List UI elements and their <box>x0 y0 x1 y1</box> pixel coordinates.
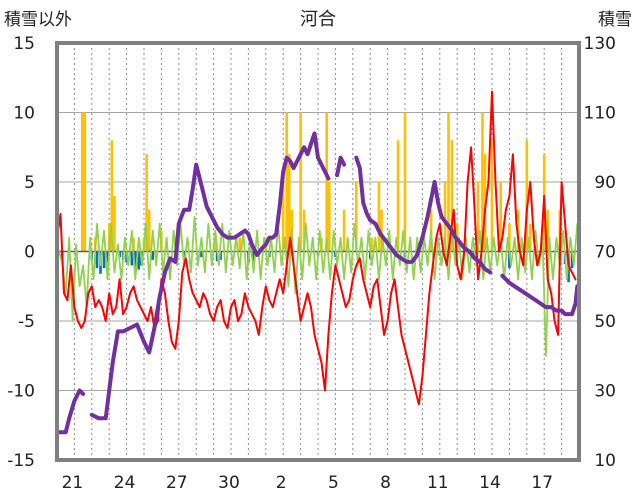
purple-line <box>55 388 86 435</box>
blue_bars-bar <box>151 251 154 260</box>
orange_bars-bar <box>450 140 454 252</box>
orange_bars-bar <box>443 182 447 252</box>
blue_bars-bar <box>102 251 106 269</box>
orange_bars-bar <box>281 182 285 252</box>
x-tick-label: 30 <box>218 473 240 493</box>
orange_bars-bar <box>110 140 114 252</box>
red-line <box>56 90 577 406</box>
y-left-tick-label: 0 <box>24 243 35 263</box>
x-tick-label: 17 <box>531 473 553 493</box>
orange_bars-bar <box>354 182 358 252</box>
blue_bars-bar <box>252 251 255 266</box>
orange_bars-bar <box>80 112 84 252</box>
y-right-tick-label: 70 <box>594 243 616 263</box>
y-left-tick-label: 5 <box>24 173 35 193</box>
orange_bars-bar <box>490 140 494 252</box>
orange_bars-bar <box>380 209 383 252</box>
y-left-tick-label: 15 <box>13 34 35 54</box>
y-axis-right-title: 積雪 <box>598 10 632 30</box>
blue_bars-bar <box>134 251 137 273</box>
orange_bars-bar <box>287 154 291 252</box>
chart-title: 河合 <box>300 9 336 30</box>
blue_bars-bar <box>130 251 134 266</box>
orange_bars-bar <box>528 223 532 252</box>
blue_bars-bar <box>200 251 203 258</box>
y-left-tick-label: -10 <box>7 382 35 402</box>
orange_bars-bar <box>403 112 407 252</box>
x-tick-label: 8 <box>380 473 391 493</box>
blue_bars-bar <box>95 251 99 269</box>
data-marks <box>55 90 580 435</box>
orange_bars-bar <box>302 209 306 252</box>
orange_bars-bar <box>447 112 450 252</box>
y-left-tick-label: 10 <box>13 104 35 124</box>
orange_bars-bar <box>342 209 346 252</box>
blue_bars-bar <box>570 251 574 269</box>
x-tick-label: 2 <box>276 473 287 493</box>
orange_bars-bar <box>508 223 511 252</box>
x-tick-label: 24 <box>114 473 136 493</box>
orange_bars-bar <box>481 112 484 252</box>
purple-line <box>354 155 493 275</box>
orange_bars-bar <box>377 182 381 252</box>
orange_bars-bar <box>525 140 529 252</box>
x-tick-label: 5 <box>328 473 339 493</box>
blue_bars-bar <box>106 251 109 263</box>
y-right-tick-label: 50 <box>594 312 616 332</box>
orange_bars-bar <box>113 195 116 252</box>
orange_bars-bar <box>476 182 480 252</box>
x-tick-label: 21 <box>62 473 84 493</box>
orange_bars-bar <box>214 237 217 252</box>
orange_bars-bar <box>147 209 151 252</box>
y-left-tick-label: -15 <box>7 451 35 471</box>
orange_bars-bar <box>285 112 288 252</box>
orange_bars-bar <box>83 112 87 252</box>
x-tick-label: 11 <box>427 473 449 493</box>
y-right-tick-label: 130 <box>584 34 616 54</box>
x-tick-label: 14 <box>479 473 501 493</box>
y-left-tick-label: -5 <box>18 312 35 332</box>
blue_bars-bar <box>182 251 186 258</box>
purple-line <box>89 131 331 421</box>
y-right-tick-label: 30 <box>594 382 616 402</box>
y-right-tick-label: 90 <box>594 173 616 193</box>
orange_bars-bar <box>299 112 302 252</box>
plot-frame <box>55 41 581 462</box>
blue_bars-bar <box>137 251 141 270</box>
blue_bars-bar <box>219 251 222 260</box>
orange_bars-bar <box>238 237 241 252</box>
orange_bars-bar <box>546 209 549 252</box>
purple-line <box>335 155 347 178</box>
orange_bars-bar <box>328 182 331 252</box>
y-axis-left-title: 積雪以外 <box>4 10 72 30</box>
purple-line <box>500 273 580 317</box>
green-line <box>56 215 579 357</box>
y-right-tick-label: 110 <box>584 104 616 124</box>
y-right-tick-label: 10 <box>594 451 616 471</box>
orange_bars-bar <box>396 140 400 252</box>
orange_bars-bar <box>325 112 328 252</box>
blue_bars-bar <box>508 251 511 269</box>
x-tick-label: 27 <box>166 473 188 493</box>
orange_bars-bar <box>499 182 502 252</box>
orange_bars-bar <box>145 154 148 252</box>
orange_bars-bar <box>370 237 374 252</box>
